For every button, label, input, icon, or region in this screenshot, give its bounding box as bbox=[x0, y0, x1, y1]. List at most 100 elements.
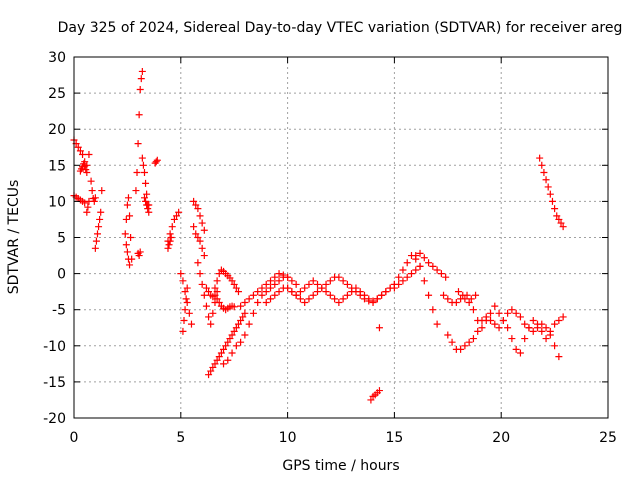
data-point bbox=[367, 396, 375, 404]
data-point bbox=[271, 273, 279, 281]
data-point bbox=[444, 295, 452, 303]
data-point bbox=[198, 244, 206, 252]
data-point bbox=[194, 259, 202, 267]
data-point bbox=[123, 248, 131, 256]
data-point bbox=[469, 306, 477, 314]
data-point bbox=[190, 197, 198, 205]
data-point bbox=[91, 194, 99, 202]
data-point bbox=[395, 273, 403, 281]
y-tick-label: 5 bbox=[57, 231, 66, 247]
data-point bbox=[228, 331, 236, 339]
data-point bbox=[309, 291, 317, 299]
data-point bbox=[180, 317, 188, 325]
data-point bbox=[170, 215, 178, 223]
data-point bbox=[279, 271, 287, 279]
data-point bbox=[142, 179, 150, 187]
data-point bbox=[145, 208, 153, 216]
data-point bbox=[275, 277, 283, 285]
data-point bbox=[132, 187, 140, 195]
data-point bbox=[491, 302, 499, 310]
data-point bbox=[512, 345, 520, 353]
data-point bbox=[93, 230, 101, 238]
data-point bbox=[122, 241, 130, 249]
data-point bbox=[465, 298, 473, 306]
data-point bbox=[516, 313, 524, 321]
series-sdtvar bbox=[70, 67, 567, 404]
data-point bbox=[352, 288, 360, 296]
data-point bbox=[275, 270, 283, 278]
y-tick-label: -20 bbox=[43, 411, 66, 427]
data-point bbox=[546, 331, 554, 339]
data-point bbox=[516, 349, 524, 357]
data-point bbox=[322, 288, 330, 296]
data-point bbox=[254, 298, 262, 306]
data-point bbox=[275, 288, 283, 296]
data-point bbox=[194, 234, 202, 241]
data-point bbox=[83, 208, 91, 216]
data-point bbox=[457, 345, 465, 353]
data-point bbox=[136, 85, 144, 93]
data-point bbox=[207, 367, 215, 375]
data-point bbox=[224, 338, 232, 346]
data-point bbox=[123, 201, 131, 209]
data-point bbox=[442, 273, 450, 281]
data-point bbox=[164, 244, 172, 252]
x-tick-label: 25 bbox=[599, 430, 617, 446]
data-point bbox=[452, 298, 460, 306]
data-point bbox=[249, 309, 257, 317]
data-point bbox=[153, 156, 161, 164]
data-point bbox=[74, 143, 82, 151]
data-point bbox=[555, 353, 563, 361]
data-point bbox=[444, 331, 452, 339]
data-point bbox=[205, 371, 213, 379]
data-point bbox=[254, 288, 262, 296]
data-point bbox=[326, 291, 334, 299]
data-point bbox=[542, 335, 550, 343]
data-point bbox=[241, 331, 249, 339]
x-tick-label: 0 bbox=[70, 430, 79, 446]
data-point bbox=[262, 280, 270, 288]
data-point bbox=[166, 237, 174, 245]
data-point bbox=[465, 338, 473, 346]
data-point bbox=[139, 161, 147, 169]
data-point bbox=[546, 190, 554, 198]
data-point bbox=[152, 158, 160, 166]
data-point bbox=[478, 324, 486, 332]
data-point bbox=[190, 223, 198, 231]
data-point bbox=[420, 277, 428, 285]
y-tick-label: 25 bbox=[48, 86, 66, 102]
data-point bbox=[390, 284, 398, 292]
data-point bbox=[395, 280, 403, 288]
data-point bbox=[215, 298, 223, 306]
data-point bbox=[314, 280, 322, 288]
data-point bbox=[140, 169, 148, 177]
data-point bbox=[301, 284, 309, 292]
data-point bbox=[85, 197, 93, 205]
data-point bbox=[200, 226, 208, 234]
data-point bbox=[271, 291, 279, 299]
data-point bbox=[241, 309, 249, 317]
data-point bbox=[375, 324, 383, 332]
data-point bbox=[182, 295, 190, 303]
data-point bbox=[495, 324, 503, 332]
data-point bbox=[369, 298, 377, 306]
data-point bbox=[301, 298, 309, 306]
data-point bbox=[448, 338, 456, 346]
data-point bbox=[382, 288, 390, 296]
data-point bbox=[226, 335, 234, 343]
data-point bbox=[202, 284, 210, 292]
data-point bbox=[127, 234, 135, 241]
data-point bbox=[267, 277, 275, 285]
y-tick-label: 10 bbox=[48, 194, 66, 210]
data-point bbox=[232, 324, 240, 332]
data-point bbox=[521, 335, 529, 343]
data-point bbox=[211, 284, 219, 292]
data-point bbox=[76, 147, 84, 155]
grid-layer bbox=[74, 57, 608, 418]
data-point bbox=[228, 277, 236, 285]
data-point bbox=[551, 342, 559, 350]
data-point bbox=[348, 284, 356, 292]
data-point bbox=[237, 302, 245, 310]
data-point bbox=[309, 277, 317, 285]
data-point bbox=[318, 284, 326, 292]
